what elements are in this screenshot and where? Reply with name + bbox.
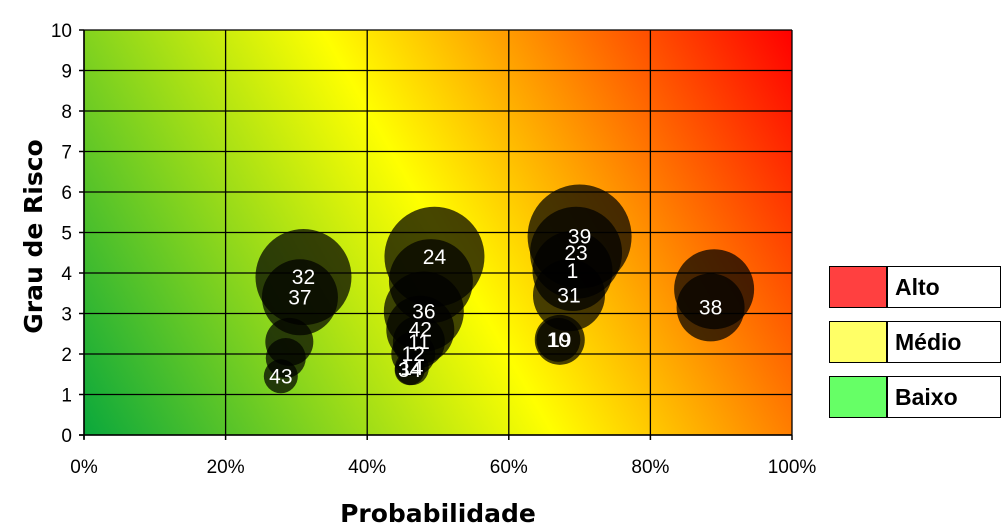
bubble-label: 24 <box>423 246 447 269</box>
y-tick-label: 5 <box>61 224 72 245</box>
x-tick-label: 100% <box>768 457 817 478</box>
bubble-label: 38 <box>699 296 722 319</box>
bubble-label: 10 <box>547 329 570 352</box>
x-tick-label: 80% <box>631 457 669 478</box>
y-tick-label: 2 <box>61 345 72 366</box>
y-tick-label: 8 <box>61 102 72 123</box>
legend-label-medio: Médio <box>895 328 962 355</box>
y-tick-label: 1 <box>61 386 72 407</box>
bubble-point <box>263 359 298 394</box>
bubble-label: 31 <box>557 284 580 307</box>
bubble-label: 43 <box>269 365 292 388</box>
x-tick-label: 60% <box>490 457 528 478</box>
bubble-point <box>536 317 581 362</box>
legend-label-alto: Alto <box>895 273 940 300</box>
bubble-label: 23 <box>564 242 587 265</box>
bubble-label: 12 <box>402 343 425 366</box>
bubble-label: 11 <box>408 331 430 354</box>
y-tick-label: 3 <box>61 305 72 326</box>
bubble-label: 19 <box>548 329 571 352</box>
bubble-label: 42 <box>409 319 432 342</box>
y-tick-label: 0 <box>61 426 72 447</box>
bubble-point <box>532 259 605 332</box>
bubble-point <box>676 273 745 342</box>
bubble-point <box>394 355 425 386</box>
x-tick-label: 20% <box>207 457 245 478</box>
bubble-label: 37 <box>288 286 311 309</box>
bubble-label: 39 <box>568 226 591 249</box>
y-tick-label: 7 <box>61 143 72 164</box>
bubble-label: 34 <box>398 359 422 382</box>
legend-item-baixo: Baixo <box>829 376 1001 418</box>
x-tick-label: 40% <box>348 457 386 478</box>
legend-swatch-alto <box>830 267 888 307</box>
legend-item-medio: Médio <box>829 321 1001 363</box>
bubble-point <box>261 259 338 336</box>
legend-swatch-medio <box>830 322 888 362</box>
bubble-label: 32 <box>292 266 315 289</box>
y-tick-label: 6 <box>61 183 72 204</box>
y-axis-title: Grau de Risco <box>19 139 48 333</box>
y-tick-label: 10 <box>51 21 72 42</box>
bubble-layer <box>255 184 755 394</box>
legend: Alto Médio Baixo <box>829 266 1001 431</box>
bubble-label: 14 <box>400 357 424 380</box>
x-axis-title: Probabilidade <box>340 499 536 528</box>
y-tick-label: 9 <box>61 62 72 83</box>
bubble-label: 1 <box>567 260 579 283</box>
legend-swatch-baixo <box>830 377 888 417</box>
bubble-label: 36 <box>412 300 435 323</box>
legend-label-baixo: Baixo <box>895 383 958 410</box>
x-tick-label: 0% <box>70 457 98 478</box>
legend-item-alto: Alto <box>829 266 1001 308</box>
y-tick-label: 4 <box>61 264 72 285</box>
